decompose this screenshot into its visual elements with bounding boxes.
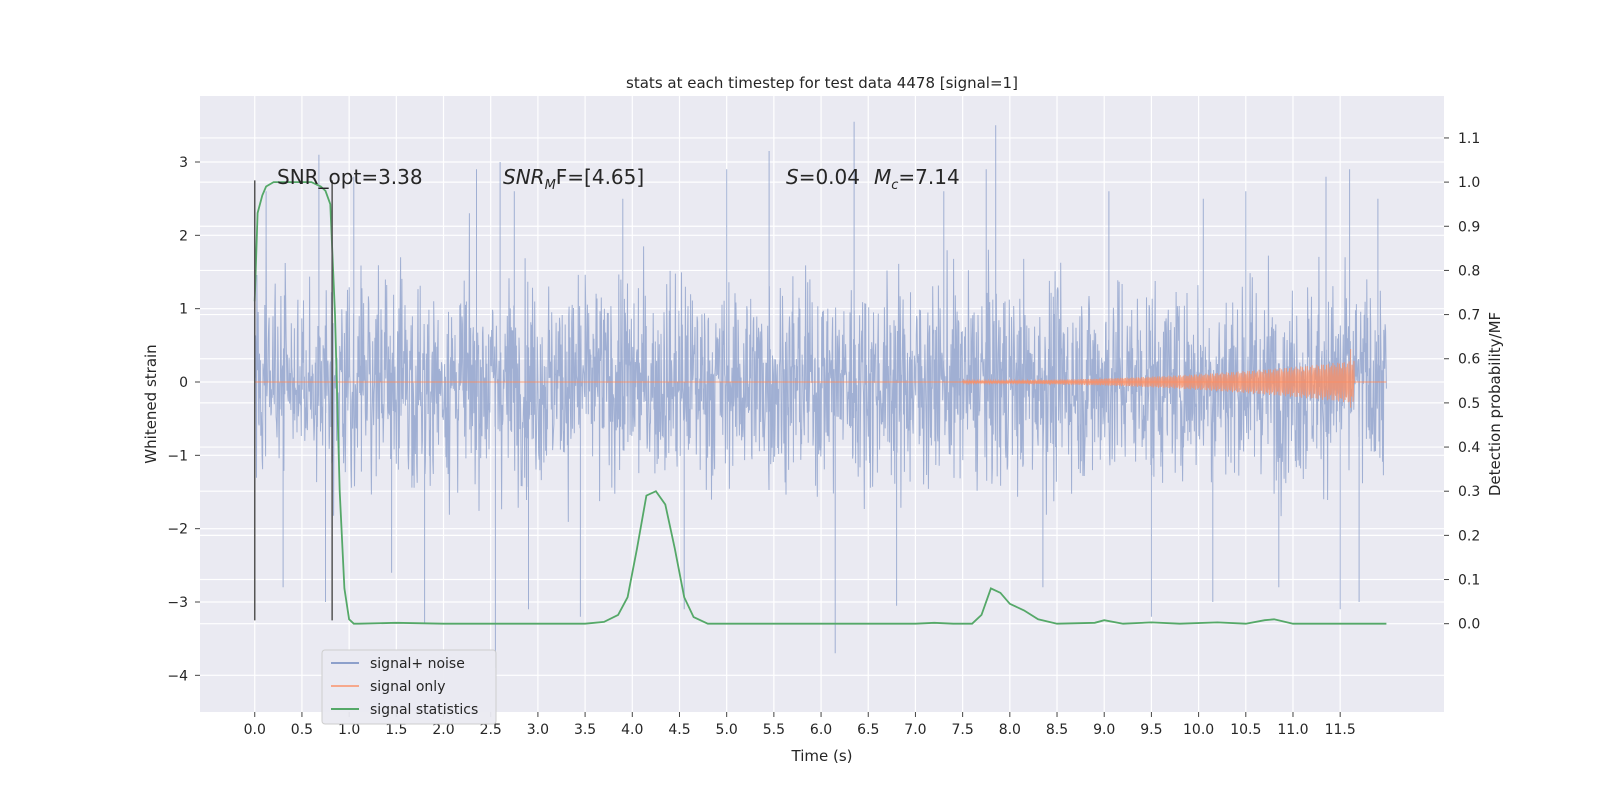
x-tick-label: 6.5 — [857, 722, 879, 738]
y-right-tick-label: 0.8 — [1458, 263, 1480, 279]
legend-box — [321, 649, 497, 725]
annotation-snr-mf: SNRMF=[4.65] — [503, 165, 644, 193]
x-tick-label: 4.0 — [621, 722, 643, 738]
x-tick-label: 9.0 — [1093, 722, 1115, 738]
y-right-tick-label: 0.9 — [1458, 219, 1480, 235]
series-signal-noise — [254, 121, 1387, 668]
x-tick-label: 11.5 — [1325, 722, 1356, 738]
annotation-snr-mf-sub: M — [545, 178, 556, 193]
x-tick-label: 10.0 — [1183, 722, 1214, 738]
y-right-axis-label: Detection probability/MF — [1486, 312, 1504, 496]
annotation-s-mc: S=0.04 Mc=7.14 — [786, 165, 960, 193]
x-tick-label: 4.5 — [668, 722, 690, 738]
x-tick-label: 10.5 — [1230, 722, 1261, 738]
x-tick-label: 5.5 — [763, 722, 785, 738]
annotation-snr-opt: SNR_opt=3.38 — [277, 165, 423, 189]
y-tick-label: 3 — [179, 155, 188, 171]
y-tick-label: −3 — [167, 595, 188, 611]
annotation-mc-sub: c — [891, 178, 898, 193]
y-tick-label: 1 — [179, 302, 188, 318]
series-signal-statistics — [253, 181, 1387, 625]
x-tick-label: 2.0 — [432, 722, 454, 738]
y-right-tick-label: 1.0 — [1458, 175, 1480, 191]
y-tick-label: −4 — [167, 668, 188, 684]
x-tick-label: 1.5 — [385, 722, 407, 738]
x-tick-label: 6.0 — [810, 722, 832, 738]
y-right-tick-label: 0.7 — [1458, 308, 1480, 324]
x-tick-label: 3.5 — [574, 722, 596, 738]
legend: signal+ noise signal only signal statist… — [321, 649, 497, 725]
y-tick-label: −2 — [167, 522, 188, 538]
x-tick-label: 8.0 — [999, 722, 1021, 738]
x-tick-label: 7.0 — [904, 722, 926, 738]
vline-layer — [253, 180, 333, 621]
annotation-snr-mf-rest: F=[4.65] — [556, 165, 644, 189]
x-tick-label: 3.0 — [527, 722, 549, 738]
annotation-snr-mf-prefix: SNR — [503, 165, 545, 189]
annotation-mc-value: =7.14 — [898, 165, 959, 189]
y-right-tick-label: 0.4 — [1458, 440, 1480, 456]
y-right-tick-label: 0.2 — [1458, 528, 1480, 544]
y-tick-label: −1 — [167, 448, 188, 464]
y-right-tick-label: 0.1 — [1458, 573, 1480, 589]
y-axis-label: Whitened strain — [142, 344, 160, 463]
legend-label-signal-only: signal only — [370, 679, 445, 695]
y-right-tick-label: 0.6 — [1458, 352, 1480, 368]
x-tick-label: 1.0 — [338, 722, 360, 738]
x-tick-label: 5.0 — [716, 722, 738, 738]
chart-title: stats at each timestep for test data 447… — [626, 74, 1018, 92]
y-right-tick-label: 1.1 — [1458, 131, 1480, 147]
y-right-tick-label: 0.5 — [1458, 396, 1480, 412]
series-signal-only-chirp — [962, 349, 1355, 408]
series-layer — [253, 121, 1387, 668]
x-tick-label: 11.0 — [1277, 722, 1308, 738]
y-tick-label: 2 — [179, 228, 188, 244]
legend-label-signal-noise: signal+ noise — [370, 656, 465, 672]
y-right-tick-label: 0.3 — [1458, 484, 1480, 500]
annotation-s-value: =0.04 — [799, 165, 860, 189]
legend-label-signal-statistics: signal statistics — [370, 702, 478, 718]
y-right-tick-label: 0.0 — [1458, 617, 1480, 633]
x-tick-label: 0.0 — [244, 722, 266, 738]
x-tick-label: 2.5 — [480, 722, 502, 738]
x-tick-label: 0.5 — [291, 722, 313, 738]
x-axis-label: Time (s) — [791, 747, 853, 765]
x-tick-label: 9.5 — [1140, 722, 1162, 738]
x-tick-label: 7.5 — [952, 722, 974, 738]
x-tick-label: 8.5 — [1046, 722, 1068, 738]
axis-layer: 0.0 0.5 1.0 1.5 2.0 2.5 3.0 3.5 4.0 4.5 5.0 5.5 6.0 6… — [167, 131, 1480, 738]
y-tick-label: 0 — [179, 375, 188, 391]
annotation-mc-symbol: M — [874, 165, 891, 189]
annotation-s-symbol: S — [786, 165, 799, 189]
